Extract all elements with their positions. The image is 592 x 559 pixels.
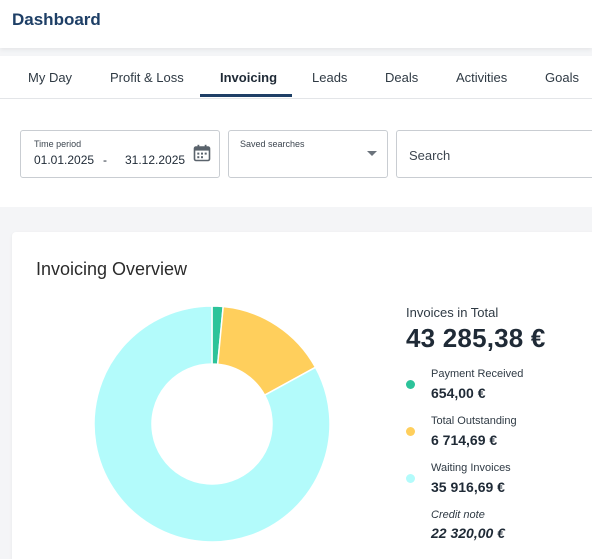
legend-value-credit-note: 22 320,00 €: [431, 525, 505, 541]
legend-value-waiting-invoices: 35 916,69 €: [431, 479, 505, 495]
time-period-to: 31.12.2025: [125, 153, 186, 167]
page-title: Dashboard: [12, 10, 101, 29]
tab-profit-loss[interactable]: Profit & Loss: [110, 70, 184, 85]
calendar-icon[interactable]: [193, 144, 211, 162]
time-period-field[interactable]: Time period 01.01.2025 - 31.12.2025: [20, 130, 220, 178]
total-label: Invoices in Total: [406, 305, 499, 320]
filter-bar: Time period 01.01.2025 - 31.12.2025 Save…: [0, 99, 592, 207]
tab-deals[interactable]: Deals: [385, 70, 419, 85]
total-value: 43 285,38 €: [406, 323, 546, 353]
legend-dot-waiting-invoices: [406, 474, 415, 483]
legend-dot-total-outstanding: [406, 427, 415, 436]
tab-goals[interactable]: Goals: [545, 70, 579, 85]
time-period-from: 01.01.2025: [34, 153, 95, 167]
invoice-donut-chart: [93, 305, 331, 543]
donut-slice-waiting-invoices: [93, 305, 331, 543]
legend-label-payment-received: Payment Received: [431, 368, 524, 380]
legend-label-credit-note: Credit note: [431, 509, 485, 521]
saved-searches-label: Saved searches: [240, 139, 305, 149]
invoicing-overview-card: Invoicing Overview Invoices in Total 43 …: [12, 232, 592, 559]
time-period-label: Time period: [34, 139, 82, 149]
legend-value-payment-received: 654,00 €: [431, 385, 486, 401]
legend-label-total-outstanding: Total Outstanding: [431, 415, 517, 427]
saved-searches-select[interactable]: Saved searches: [228, 130, 388, 178]
tab-bar: My Day Profit & Loss Invoicing Leads Dea…: [0, 56, 592, 99]
tab-my-day[interactable]: My Day: [28, 70, 73, 85]
tab-leads[interactable]: Leads: [312, 70, 348, 85]
active-tab-indicator: [200, 94, 292, 97]
top-bar: Dashboard: [0, 0, 592, 48]
search-input[interactable]: [409, 145, 589, 165]
legend-value-total-outstanding: 6 714,69 €: [431, 432, 498, 448]
card-title: Invoicing Overview: [36, 259, 188, 279]
search-field[interactable]: [396, 130, 592, 178]
tab-invoicing[interactable]: Invoicing: [220, 70, 278, 85]
legend-dot-payment-received: [406, 380, 415, 389]
caret-down-icon: [367, 151, 377, 156]
legend-label-waiting-invoices: Waiting Invoices: [431, 462, 511, 474]
tab-activities[interactable]: Activities: [456, 70, 508, 85]
time-period-separator: -: [103, 153, 107, 167]
